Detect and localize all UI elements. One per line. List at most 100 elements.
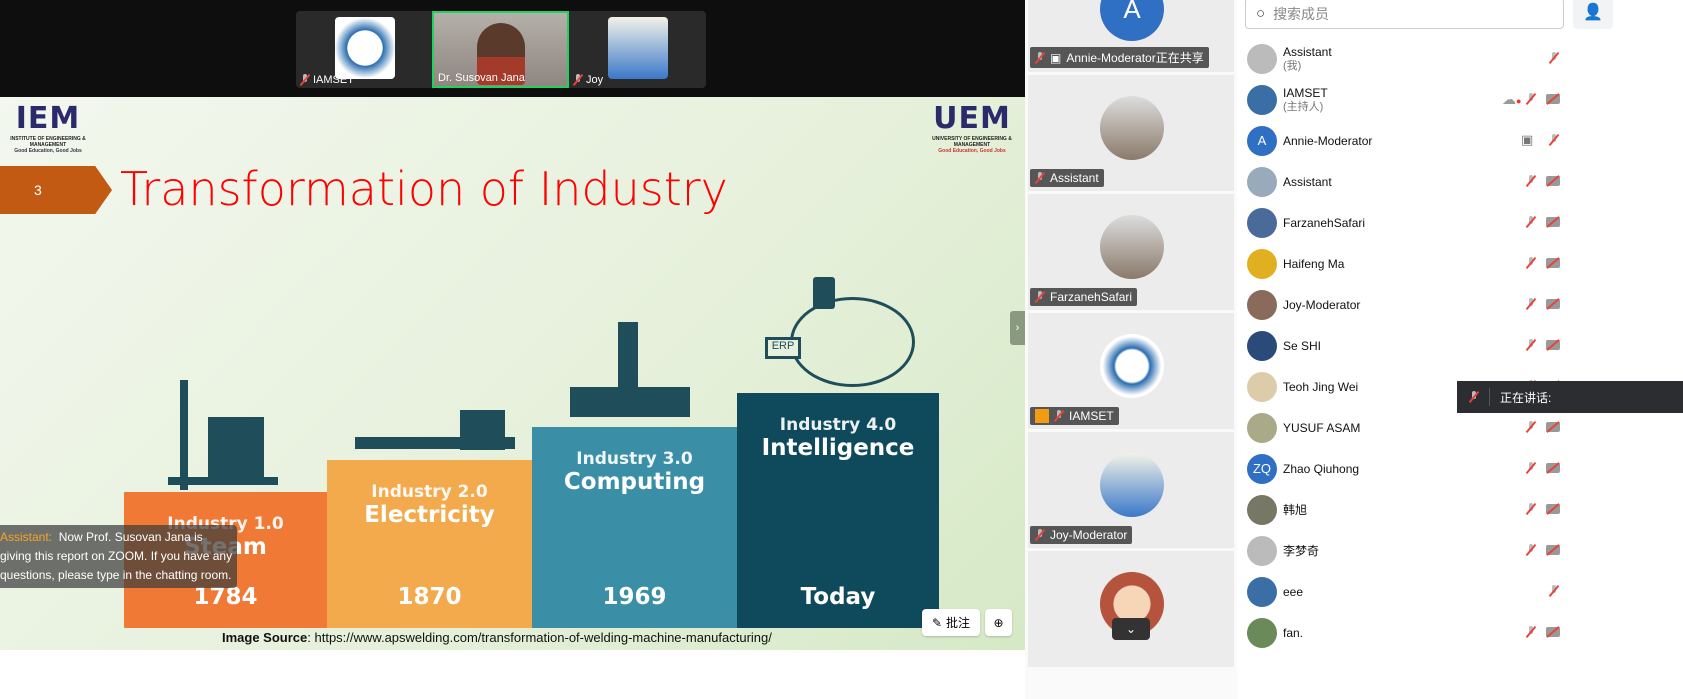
mic-off-icon[interactable] bbox=[1526, 626, 1536, 638]
mic-off-icon[interactable] bbox=[1526, 216, 1536, 228]
participant-row[interactable]: ZQ Zhao Qiuhong bbox=[1237, 448, 1683, 489]
video-strip: IAMSET Dr. Susovan Jana Joy bbox=[296, 11, 706, 88]
mic-off-icon[interactable] bbox=[1549, 134, 1559, 146]
zoom-in-icon: ⊕ bbox=[993, 615, 1004, 630]
collapse-panel-button[interactable]: › bbox=[1010, 311, 1025, 345]
participant-name: fan. bbox=[1283, 625, 1304, 640]
camera-off-icon[interactable] bbox=[1546, 299, 1560, 309]
tile-name-tag: Assistant bbox=[1030, 169, 1104, 187]
participant-role: (主持人) bbox=[1283, 100, 1324, 113]
participant-avatar: A bbox=[1247, 125, 1277, 156]
oil-pump-icon bbox=[180, 380, 188, 490]
pen-icon: ✎ bbox=[931, 615, 943, 630]
participants-panel: ○ 搜索成员 👤 Assistant (我) IAMSET (主持人) ☁● A Ann… bbox=[1237, 0, 1683, 699]
mic-off-icon[interactable] bbox=[1526, 339, 1536, 351]
participant-row[interactable]: Assistant (我) bbox=[1237, 38, 1683, 79]
participant-row[interactable]: YUSUF ASAM bbox=[1237, 407, 1683, 448]
participant-avatar bbox=[1247, 43, 1277, 74]
mic-off-icon[interactable] bbox=[1526, 93, 1536, 105]
mic-off-icon bbox=[1054, 410, 1064, 422]
gallery-tile[interactable] bbox=[1028, 551, 1234, 667]
participant-avatar bbox=[1100, 453, 1164, 517]
mic-off-icon[interactable] bbox=[1526, 544, 1536, 556]
gallery-scroll-down-button[interactable]: ⌄ bbox=[1112, 618, 1150, 640]
stage-name: Intelligence bbox=[761, 435, 915, 461]
camera-off-icon[interactable] bbox=[1546, 94, 1560, 104]
camera-off-icon[interactable] bbox=[1546, 340, 1560, 350]
caption-speaker: Assistant: bbox=[0, 530, 53, 544]
participant-row[interactable]: Se SHI bbox=[1237, 325, 1683, 366]
participant-name: Assistant bbox=[1283, 44, 1332, 59]
mic-off-icon[interactable] bbox=[1549, 52, 1559, 64]
participant-row[interactable]: Joy-Moderator bbox=[1237, 284, 1683, 325]
participant-name: YUSUF ASAM bbox=[1283, 420, 1361, 435]
mic-off-icon bbox=[1035, 291, 1045, 303]
mic-off-icon[interactable] bbox=[1549, 585, 1559, 597]
video-thumb-speaker[interactable]: Dr. Susovan Jana bbox=[432, 11, 569, 88]
camera-off-icon[interactable] bbox=[1546, 258, 1560, 268]
zoom-in-button[interactable]: ⊕ bbox=[985, 609, 1012, 636]
participant-row[interactable]: fan. bbox=[1237, 612, 1683, 653]
participant-row[interactable]: Assistant bbox=[1237, 161, 1683, 202]
mic-off-icon bbox=[573, 74, 583, 86]
camera-off-icon[interactable] bbox=[1546, 463, 1560, 473]
person-icon: 👤 bbox=[1583, 4, 1603, 21]
thumb-name: Joy bbox=[586, 74, 604, 86]
iamset-logo-avatar bbox=[334, 17, 395, 79]
participant-avatar bbox=[1100, 215, 1164, 279]
participant-row[interactable]: 李梦奇 bbox=[1237, 530, 1683, 571]
tile-name-tag: ▣ Annie-Moderator正在共享 bbox=[1030, 47, 1209, 68]
participant-avatar: ZQ bbox=[1247, 453, 1277, 484]
camera-off-icon[interactable] bbox=[1546, 176, 1560, 186]
mic-off-icon[interactable] bbox=[1526, 257, 1536, 269]
camera-off-icon[interactable] bbox=[1546, 422, 1560, 432]
mic-off-icon[interactable] bbox=[1526, 503, 1536, 515]
uem-logo: UEM UNIVERSITY OF ENGINEERING & MANAGEME… bbox=[932, 101, 1012, 154]
iem-logo: IEM INSTITUTE OF ENGINEERING & MANAGEMEN… bbox=[10, 101, 86, 154]
mic-off-icon[interactable] bbox=[1526, 462, 1536, 474]
mic-off-icon[interactable] bbox=[1526, 298, 1536, 310]
mic-off-icon[interactable] bbox=[1526, 175, 1536, 187]
video-thumb-joy[interactable]: Joy bbox=[569, 11, 706, 88]
participant-name: Joy-Moderator bbox=[1283, 297, 1361, 312]
gallery-tile[interactable]: Joy-Moderator bbox=[1028, 432, 1234, 548]
mic-off-icon bbox=[1035, 51, 1045, 64]
chevron-right-icon: › bbox=[1015, 322, 1020, 334]
participant-row[interactable]: 韩旭 bbox=[1237, 489, 1683, 530]
cloud-recording-icon: ☁● bbox=[1502, 91, 1522, 107]
search-members-input[interactable]: ○ 搜索成员 bbox=[1245, 0, 1564, 29]
participant-avatar bbox=[1247, 617, 1277, 648]
participant-name: 李梦奇 bbox=[1283, 543, 1320, 558]
annotate-button[interactable]: ✎ 批注 bbox=[922, 609, 980, 636]
gallery-tile[interactable]: FarzanehSafari bbox=[1028, 194, 1234, 310]
mic-off-icon[interactable] bbox=[1526, 421, 1536, 433]
participant-row[interactable]: FarzanehSafari bbox=[1237, 202, 1683, 243]
participant-name: Teoh Jing Wei bbox=[1283, 379, 1359, 394]
participant-name: eee bbox=[1283, 584, 1304, 599]
gallery-tile[interactable]: Assistant bbox=[1028, 75, 1234, 191]
camera-off-icon[interactable] bbox=[1546, 504, 1560, 514]
participant-row[interactable]: A Annie-Moderator ▣ bbox=[1237, 120, 1683, 161]
slide-number: 3 bbox=[0, 166, 112, 214]
participant-row[interactable]: Haifeng Ma bbox=[1237, 243, 1683, 284]
participant-row[interactable]: eee bbox=[1237, 571, 1683, 612]
camera-off-icon[interactable] bbox=[1546, 627, 1560, 637]
camera-off-icon[interactable] bbox=[1546, 217, 1560, 227]
caption-overlay: Assistant: Now Prof. Susovan Jana is giv… bbox=[0, 525, 237, 588]
invite-button[interactable]: 👤 bbox=[1573, 0, 1613, 29]
gallery-tile[interactable]: A ▣ Annie-Moderator正在共享 bbox=[1028, 0, 1234, 72]
participant-name: IAMSET bbox=[1283, 85, 1328, 100]
speaking-indicator: 正在讲话: bbox=[1457, 381, 1683, 413]
video-thumb-iamset[interactable]: IAMSET bbox=[296, 11, 433, 88]
participant-avatar bbox=[1247, 576, 1277, 607]
industry-stage-bar: Industry 2.0 Electricity 1870 bbox=[327, 460, 532, 628]
gallery-tile[interactable]: IAMSET bbox=[1028, 313, 1234, 429]
tile-name-tag: FarzanehSafari bbox=[1030, 288, 1138, 306]
participant-avatar bbox=[1247, 248, 1277, 279]
participant-row[interactable]: IAMSET (主持人) ☁● bbox=[1237, 79, 1683, 120]
camera-off-icon[interactable] bbox=[1546, 545, 1560, 555]
participant-avatar bbox=[1247, 371, 1277, 402]
chevron-down-icon: ⌄ bbox=[1125, 622, 1137, 636]
stage-label: Industry 3.0 bbox=[576, 449, 693, 469]
host-icon bbox=[1035, 409, 1049, 423]
